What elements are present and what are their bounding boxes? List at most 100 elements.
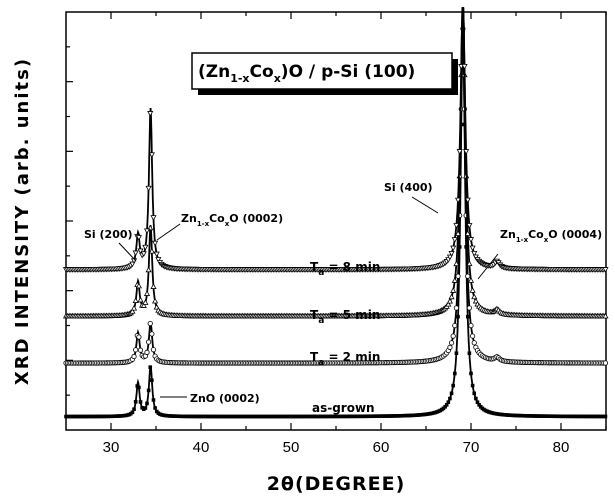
data-point bbox=[451, 383, 455, 388]
label-part: = 2 min bbox=[324, 350, 380, 364]
data-point bbox=[465, 273, 471, 279]
data-point bbox=[450, 333, 456, 339]
data-point bbox=[142, 244, 149, 251]
data-point bbox=[602, 267, 609, 273]
data-point bbox=[132, 407, 136, 411]
data-point bbox=[140, 251, 147, 257]
data-point bbox=[153, 251, 160, 258]
data-point bbox=[446, 254, 454, 261]
annotation-part: x bbox=[544, 236, 549, 244]
x-tick-label: 70 bbox=[463, 439, 480, 456]
data-point bbox=[133, 347, 139, 353]
data-point bbox=[445, 300, 452, 307]
data-point bbox=[133, 399, 138, 404]
data-point bbox=[153, 406, 157, 410]
data-point bbox=[140, 302, 147, 308]
x-tick-label: 60 bbox=[373, 439, 390, 456]
data-point bbox=[152, 297, 159, 304]
data-point bbox=[137, 296, 144, 303]
annotation-part: 1-x bbox=[516, 236, 529, 244]
annotation-si-200: Si (200) bbox=[84, 228, 133, 241]
annotation-znco-0004: Zn1-xCoxO (0004) bbox=[500, 228, 602, 244]
plot-area bbox=[62, 6, 609, 431]
data-point bbox=[466, 223, 473, 229]
data-point bbox=[145, 185, 152, 192]
data-point bbox=[144, 349, 150, 355]
annotation-part: O (0002) bbox=[229, 212, 283, 225]
data-point bbox=[146, 339, 152, 345]
data-point bbox=[454, 351, 459, 355]
label-part: T bbox=[310, 308, 319, 322]
data-point bbox=[449, 391, 454, 396]
data-point bbox=[147, 320, 153, 327]
label-part: a bbox=[318, 316, 324, 326]
label-part: = 5 min bbox=[324, 308, 380, 322]
data-point bbox=[602, 312, 609, 319]
data-point bbox=[143, 228, 151, 235]
data-point bbox=[464, 230, 471, 236]
y-axis-title: XRD INTENSITY (arb. units) bbox=[12, 57, 33, 385]
series-2 bbox=[62, 7, 609, 319]
annotation-part: Co bbox=[209, 212, 225, 225]
label-part: a bbox=[318, 268, 324, 278]
data-point bbox=[469, 287, 476, 293]
data-series-group bbox=[62, 6, 609, 419]
data-point bbox=[155, 257, 162, 263]
data-point bbox=[474, 396, 478, 401]
data-point bbox=[443, 405, 447, 409]
data-point bbox=[464, 197, 471, 204]
series-label-5min: Ta = 5 min bbox=[310, 308, 380, 326]
data-point bbox=[454, 197, 462, 204]
data-point bbox=[456, 314, 460, 319]
data-point bbox=[446, 297, 454, 304]
data-point bbox=[151, 398, 156, 402]
series-labels: Ta = 8 min Ta = 5 min Ta = 2 min as-grow… bbox=[310, 260, 380, 415]
data-point bbox=[129, 308, 136, 314]
annotation-part: Zn bbox=[500, 228, 516, 241]
data-point bbox=[467, 237, 475, 243]
label-part: T bbox=[310, 350, 319, 364]
data-point bbox=[147, 111, 154, 117]
annotation-part: 1-x bbox=[197, 220, 210, 228]
data-point bbox=[450, 287, 457, 293]
label-part: T bbox=[310, 260, 319, 274]
data-point bbox=[150, 378, 154, 383]
annotation-part: Co bbox=[528, 228, 544, 241]
data-point bbox=[142, 299, 149, 305]
data-point bbox=[137, 347, 144, 353]
series-label-2min: Ta = 2 min bbox=[310, 350, 380, 368]
title-box bbox=[191, 52, 453, 90]
data-point bbox=[467, 277, 475, 283]
annotation-part: O (0004) bbox=[548, 228, 602, 241]
data-point bbox=[453, 305, 460, 311]
data-point bbox=[136, 334, 142, 340]
data-point bbox=[145, 401, 149, 406]
data-point bbox=[448, 293, 455, 300]
data-point bbox=[602, 360, 609, 366]
data-point bbox=[461, 64, 468, 70]
data-point bbox=[148, 152, 155, 158]
data-point bbox=[448, 396, 452, 401]
data-point bbox=[135, 235, 142, 241]
data-point bbox=[145, 266, 152, 273]
chart-title-box: (Zn1-xCox)O / p-Si (100) bbox=[191, 52, 458, 95]
data-point bbox=[466, 260, 473, 267]
data-point bbox=[130, 304, 138, 311]
data-point bbox=[471, 293, 478, 300]
data-point bbox=[450, 245, 457, 252]
data-point bbox=[149, 331, 155, 337]
label-part: = 8 min bbox=[324, 260, 380, 274]
series-label-8min: Ta = 8 min bbox=[310, 260, 380, 278]
data-point bbox=[463, 149, 470, 155]
data-point bbox=[150, 215, 157, 221]
data-point bbox=[453, 371, 457, 376]
data-point bbox=[471, 250, 478, 257]
data-point bbox=[152, 240, 159, 247]
data-point bbox=[148, 365, 153, 369]
series-label-as-grown: as-grown bbox=[312, 401, 375, 415]
data-point bbox=[477, 403, 481, 407]
x-tick-label: 50 bbox=[283, 439, 300, 456]
data-point bbox=[146, 388, 151, 393]
label-part: a bbox=[318, 358, 324, 368]
data-point bbox=[150, 347, 157, 353]
